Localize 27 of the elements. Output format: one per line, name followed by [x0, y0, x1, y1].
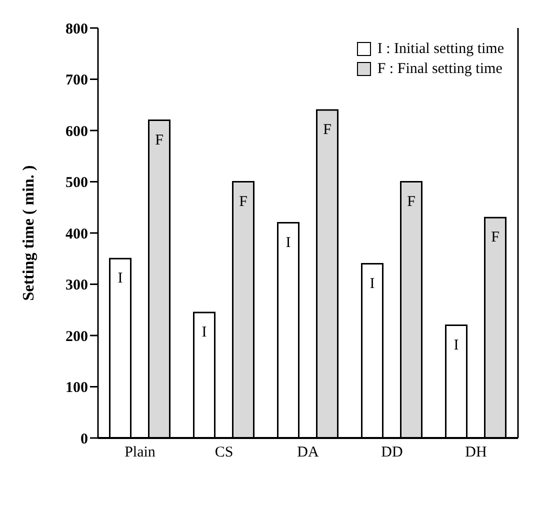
- x-tick-label: Plain: [124, 444, 156, 461]
- y-tick-label: 200: [66, 328, 88, 345]
- x-tick-label: DD: [381, 444, 403, 461]
- data-label: F: [323, 122, 332, 138]
- y-axis-title: Setting time ( min. ): [20, 165, 38, 301]
- y-tick-label: 700: [66, 72, 88, 89]
- data-label: I: [202, 324, 207, 340]
- data-label: I: [454, 337, 459, 354]
- y-tick-label: 800: [66, 21, 88, 38]
- data-label: I: [370, 276, 375, 292]
- data-label: F: [239, 194, 248, 210]
- legend-label: I : Initial setting time: [377, 40, 504, 59]
- y-tick-label: 100: [66, 380, 88, 396]
- data-label: I: [286, 234, 291, 251]
- y-tick-label: 0: [80, 431, 88, 448]
- x-tick-label: DH: [465, 444, 487, 461]
- data-label: I: [118, 270, 123, 287]
- y-tick-label: 500: [66, 175, 88, 192]
- x-tick-label: CS: [214, 444, 234, 461]
- y-tick-label: 400: [66, 226, 88, 242]
- data-label: F: [407, 194, 416, 210]
- data-label: F: [155, 132, 164, 148]
- y-tick-label: 300: [66, 278, 88, 294]
- data-label: F: [491, 230, 500, 246]
- y-tick-label: 600: [66, 124, 88, 140]
- legend-label: F : Final setting time: [377, 60, 502, 79]
- x-tick-label: DA: [297, 444, 319, 461]
